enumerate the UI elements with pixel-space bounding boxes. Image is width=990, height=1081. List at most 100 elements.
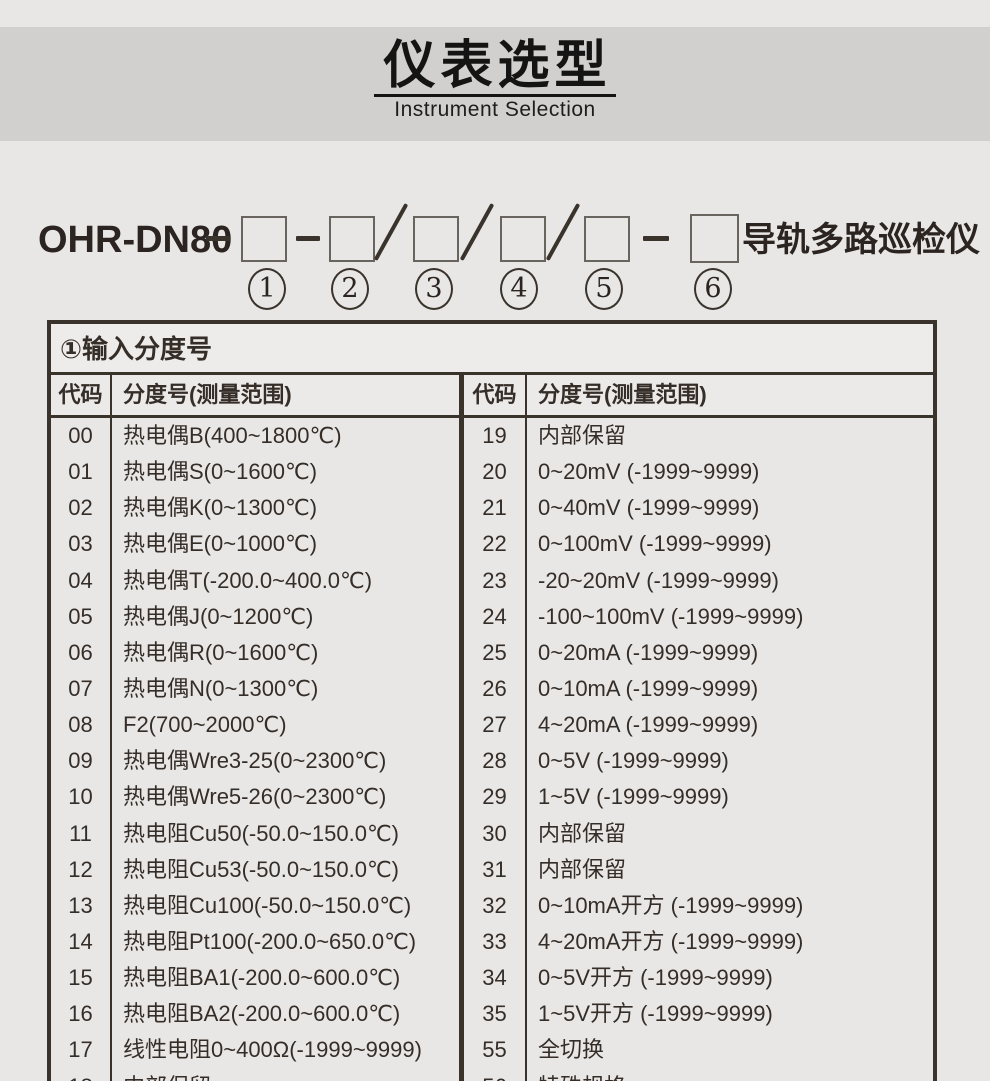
cell-code: 04 — [51, 562, 112, 599]
cell-code: 01 — [51, 454, 112, 491]
cell-code: 11 — [51, 815, 112, 852]
cell-code: 56 — [464, 1068, 527, 1081]
cell-code: 30 — [464, 815, 527, 852]
cell-label: 0~10mA开方 (-1999~9999) — [538, 892, 804, 918]
position-marker-3: 3 — [415, 268, 453, 310]
cell-code: 35 — [464, 996, 527, 1033]
cell-code: 05 — [51, 598, 112, 635]
input-graduation-table: ①输入分度号 代码 分度号(测量范围) 代码 分度号(测量范围) 00 热电偶B(… — [47, 320, 937, 1081]
cell-code: 26 — [464, 670, 527, 708]
cell-code: 55 — [464, 1032, 527, 1069]
cell-label: 热电阻Pt100(-200.0~650.0℃) — [112, 923, 464, 961]
position-marker-6: 6 — [694, 268, 732, 310]
cell-label: 0~20mV (-1999~9999) — [538, 459, 760, 485]
cell-code: 23 — [464, 562, 527, 599]
cell-label: 0~20mA (-1999~9999) — [538, 639, 759, 665]
model-box-4 — [500, 216, 546, 262]
cell-label: 线性电阻0~400Ω(-1999~9999) — [112, 1032, 464, 1069]
model-suffix: 导轨多路巡检仪 — [742, 221, 980, 259]
cell-code: 20 — [464, 454, 527, 491]
cell-label: 热电偶K(0~1300℃) — [112, 490, 464, 527]
slash-separator — [459, 203, 495, 261]
cell-code: 19 — [464, 418, 527, 455]
page-subtitle: Instrument Selection — [394, 98, 596, 121]
cell-label: 热电偶N(0~1300℃) — [112, 670, 464, 708]
cell-label: 热电偶S(0~1600℃) — [112, 454, 464, 491]
cell-code: 06 — [51, 634, 112, 671]
table-body: 00 热电偶B(400~1800℃) 19 内部保留 01 热电偶S(0~1600℃) 20… — [51, 418, 933, 1081]
cell-label: 内部保留 — [538, 423, 627, 448]
cell-label: 4~20mA (-1999~9999) — [538, 712, 759, 738]
cell-label: 热电偶R(0~1600℃) — [112, 634, 464, 671]
cell-code: 09 — [51, 743, 112, 780]
dash-separator — [643, 236, 669, 241]
cell-label: 0~5V开方 (-1999~9999) — [538, 965, 773, 991]
cell-code: 03 — [51, 526, 112, 563]
cell-label: 热电偶B(400~1800℃) — [112, 418, 464, 455]
slash-separator — [373, 203, 409, 261]
title-banner: 仪表选型 Instrument Selection — [0, 27, 990, 141]
cell-code: 14 — [51, 923, 112, 961]
position-marker-1: 1 — [248, 268, 286, 310]
cell-label: F2(700~2000℃) — [112, 707, 464, 744]
cell-code: 21 — [464, 490, 527, 527]
cell-code: 27 — [464, 707, 527, 744]
cell-code: 18 — [51, 1068, 112, 1081]
cell-label: -100~100mV (-1999~9999) — [538, 603, 804, 629]
cell-code: 12 — [51, 851, 112, 888]
cell-label: 热电阻BA2(-200.0~600.0℃) — [112, 996, 464, 1033]
model-number-diagram: OHR-DN80 导轨多路巡检仪 1 2 3 4 5 6 — [0, 200, 990, 320]
header-range-right: 分度号(测量范围) — [538, 382, 707, 407]
cell-label: 4~20mA开方 (-1999~9999) — [538, 928, 804, 954]
cell-code: 34 — [464, 960, 527, 997]
cell-label: 热电阻Cu53(-50.0~150.0℃) — [112, 851, 464, 888]
cell-label: 内部保留 — [538, 820, 627, 846]
cell-code: 02 — [51, 490, 112, 527]
cell-label: 热电偶E(0~1000℃) — [112, 526, 464, 563]
table-title: ①输入分度号 — [51, 324, 933, 375]
cell-label: 内部保留 — [538, 856, 627, 882]
position-marker-4: 4 — [500, 268, 538, 310]
model-box-6 — [690, 214, 739, 263]
cell-code: 25 — [464, 634, 527, 671]
cell-label: 0~5V (-1999~9999) — [538, 748, 729, 774]
cell-label: 热电偶T(-200.0~400.0℃) — [112, 562, 464, 599]
cell-label: 热电阻Cu100(-50.0~150.0℃) — [112, 887, 464, 924]
cell-label: 热电偶Wre3-25(0~2300℃) — [112, 743, 464, 780]
cell-code: 00 — [51, 418, 112, 455]
cell-code: 13 — [51, 887, 112, 924]
model-box-1 — [241, 216, 287, 262]
cell-label: 0~100mV (-1999~9999) — [538, 531, 772, 557]
table-header-row: 代码 分度号(测量范围) 代码 分度号(测量范围) — [51, 375, 933, 418]
header-range-left: 分度号(测量范围) — [112, 375, 464, 415]
dash-separator — [296, 236, 320, 241]
cell-label: 0~10mA (-1999~9999) — [538, 675, 759, 701]
cell-code: 17 — [51, 1032, 112, 1069]
model-prefix: OHR-DN80 — [38, 219, 233, 261]
cell-label: 特殊规格 — [527, 1069, 933, 1081]
cell-label: 热电阻BA1(-200.0~600.0℃) — [112, 960, 464, 997]
cell-label: 0~40mV (-1999~9999) — [538, 495, 760, 521]
cell-code: 08 — [51, 707, 112, 744]
cell-label: 1~5V开方 (-1999~9999) — [538, 1001, 773, 1027]
cell-code: 33 — [464, 923, 527, 961]
cell-code: 32 — [464, 887, 527, 924]
cell-code: 22 — [464, 526, 527, 563]
position-marker-5: 5 — [585, 268, 623, 310]
dash-separator — [206, 236, 230, 241]
header-code-right: 代码 — [464, 375, 527, 415]
cell-code: 07 — [51, 670, 112, 708]
cell-label: 1~5V (-1999~9999) — [538, 784, 729, 810]
position-marker-2: 2 — [331, 268, 369, 310]
cell-code: 16 — [51, 996, 112, 1033]
cell-code: 31 — [464, 851, 527, 888]
cell-label: 热电偶Wre5-26(0~2300℃) — [112, 779, 464, 816]
cell-label: 热电偶J(0~1200℃) — [112, 598, 464, 635]
cell-label: 内部保留 — [112, 1068, 464, 1081]
slash-separator — [545, 203, 581, 261]
cell-code: 24 — [464, 598, 527, 635]
model-box-5 — [584, 216, 630, 262]
cell-label: 全切换 — [538, 1037, 605, 1063]
model-box-2 — [329, 216, 375, 262]
